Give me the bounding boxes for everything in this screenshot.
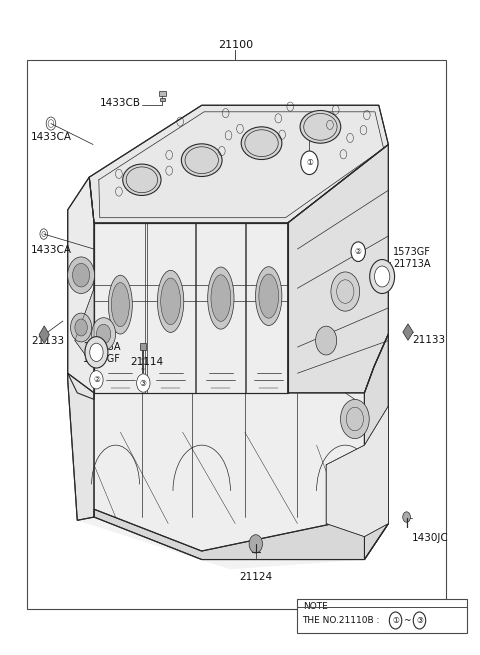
Text: 21133: 21133 [412,335,445,345]
Circle shape [96,324,111,344]
Circle shape [137,374,150,392]
Text: 21100: 21100 [217,40,253,50]
Circle shape [374,266,390,287]
Text: 21133: 21133 [31,335,64,346]
Circle shape [71,313,92,342]
Text: 1430JC: 1430JC [411,533,448,543]
Circle shape [92,318,116,350]
Polygon shape [68,177,94,400]
Text: 21713A: 21713A [83,343,120,352]
Circle shape [72,263,90,287]
Text: ③: ③ [416,616,423,625]
Polygon shape [94,223,288,393]
Ellipse shape [123,164,161,195]
Circle shape [331,272,360,311]
Circle shape [75,319,87,336]
Polygon shape [39,326,49,343]
Polygon shape [68,373,94,520]
Text: 1433CA: 1433CA [31,246,72,255]
Text: ②: ② [355,247,361,256]
Text: 21114: 21114 [130,357,163,367]
Polygon shape [94,223,364,559]
Circle shape [301,151,318,174]
Circle shape [389,612,402,629]
Ellipse shape [208,267,234,329]
Polygon shape [75,288,94,367]
Bar [298,599,468,633]
Ellipse shape [300,111,341,143]
Ellipse shape [111,282,129,327]
Ellipse shape [181,144,222,176]
Text: 21713A: 21713A [393,259,431,269]
Bar [160,98,165,101]
Ellipse shape [108,275,132,334]
Ellipse shape [259,274,278,318]
Ellipse shape [255,267,282,326]
Polygon shape [364,334,388,559]
Circle shape [316,326,336,355]
Circle shape [90,343,103,362]
Polygon shape [403,324,413,341]
Ellipse shape [157,271,184,332]
Text: 1433CA: 1433CA [31,132,72,142]
Polygon shape [94,509,388,559]
Text: ③: ③ [140,379,147,388]
Circle shape [68,257,95,293]
Circle shape [370,259,395,293]
Polygon shape [89,105,388,223]
Polygon shape [288,145,388,393]
Circle shape [403,512,410,522]
Text: ①: ① [306,159,313,167]
Ellipse shape [241,127,282,160]
Text: ②: ② [93,375,100,384]
Text: NOTE: NOTE [303,602,328,611]
Text: 1433CB: 1433CB [99,98,141,108]
Circle shape [413,612,426,629]
Ellipse shape [211,275,231,322]
Bar [27,60,446,608]
Circle shape [351,242,365,261]
Text: ~: ~ [403,616,411,625]
Bar [159,91,166,96]
Circle shape [249,534,263,553]
Circle shape [340,400,369,439]
Ellipse shape [161,278,180,325]
Text: 21124: 21124 [239,572,272,582]
Text: 1573GF: 1573GF [393,247,431,257]
Polygon shape [68,105,388,569]
Text: 1573GF: 1573GF [83,354,121,364]
Bar [141,343,146,350]
Circle shape [85,337,108,368]
Polygon shape [326,406,388,536]
Text: ①: ① [392,616,399,625]
Circle shape [90,371,103,389]
Text: THE NO.21110B :: THE NO.21110B : [302,616,383,625]
